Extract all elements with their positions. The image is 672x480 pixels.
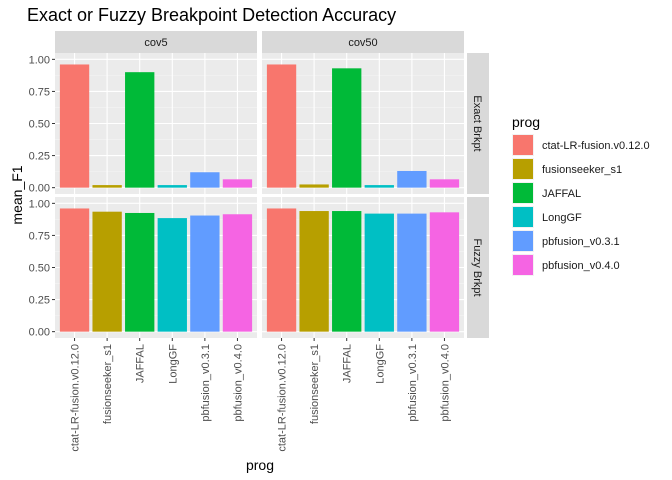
bar-ctat-LR-fusion.v0.12.0 [59,208,90,332]
bar-ctat-LR-fusion.v0.12.0 [266,208,297,332]
facet-label-cov5: cov5 [144,37,167,49]
bar-LongGF [364,213,394,332]
legend-title: prog [512,114,540,130]
legend-swatch-JAFFAL [513,183,533,203]
legend-label-pbfusion_v0.3.1: pbfusion_v0.3.1 [542,236,620,248]
legend-swatch-pbfusion_v0.4.0 [513,255,533,275]
bar-fusionseeker_s1 [92,185,122,188]
bar-pbfusion_v0.4.0 [222,179,253,188]
y-tick-label: 0.75 [29,86,50,98]
bar-pbfusion_v0.3.1 [397,170,427,188]
y-tick-label: 0.50 [29,263,50,275]
x-tick-label: ctat-LR-fusion.v0.12.0 [70,344,82,452]
bar-pbfusion_v0.4.0 [429,179,460,188]
facet-strip-fuzzy-brkpt [467,197,489,338]
bar-fusionseeker_s1 [299,184,329,188]
legend-swatch-fusionseeker_s1 [513,159,533,179]
bar-ctat-LR-fusion.v0.12.0 [59,64,90,188]
panel-cov50-fuzzy-brkpt: ctat-LR-fusion.v0.12.0 fusionseeker_s1 JAF… [262,197,464,452]
x-tick-label: JAFFAL [135,344,147,383]
x-axis-title: prog [246,457,274,473]
facet-strip-cov50 [262,31,464,53]
x-tick-label: fusionseeker_s1 [102,344,114,424]
bar-pbfusion_v0.3.1 [190,215,220,332]
facet-label-cov50: cov50 [348,37,377,49]
legend-swatch-ctat-LR-fusion.v0.12.0 [513,135,533,155]
bar-JAFFAL [125,212,155,332]
legend-label-LongGF: LongGF [542,212,582,224]
bar-JAFFAL [332,68,362,188]
bar-LongGF [364,185,394,188]
legend: prog ctat-LR-fusion.v0.12.0 fusionseeker_… [512,114,650,276]
bar-fusionseeker_s1 [92,211,122,332]
panel-cov5-fuzzy-brkpt: 0.00 0.25 0.50 0.75 1.00 ctat-LR-fusion.v0.12… [29,197,257,452]
legend-label-pbfusion_v0.4.0: pbfusion_v0.4.0 [542,260,620,272]
bar-pbfusion_v0.3.1 [190,172,220,188]
bar-pbfusion_v0.4.0 [222,214,253,332]
bar-JAFFAL [332,211,362,332]
y-axis-title: mean_F1 [9,165,25,224]
panel-cov50-exact-brkpt [262,53,464,194]
y-tick-label: 0.75 [29,230,50,242]
bar-fusionseeker_s1 [299,211,329,332]
x-tick-label: pbfusion_v0.3.1 [407,344,419,422]
x-tick-label: pbfusion_v0.4.0 [439,344,451,422]
facet-label-exact-brkpt: Exact Brkpt [471,95,483,151]
bar-LongGF [157,218,187,332]
y-tick-label: 1.00 [29,54,50,66]
legend-label-fusionseeker_s1: fusionseeker_s1 [542,164,622,176]
x-tick-label: LongGF [167,344,179,384]
x-tick-label: JAFFAL [342,344,354,383]
facet-label-fuzzy-brkpt: Fuzzy Brkpt [471,238,483,296]
y-tick-label: 0.25 [29,151,50,163]
y-tick-label: 0.25 [29,295,50,307]
facet-strip-exact-brkpt [467,53,489,194]
y-tick-label: 0.50 [29,119,50,131]
facet-strip-cov5 [55,31,257,53]
bar-LongGF [157,185,187,188]
chart-title: Exact or Fuzzy Breakpoint Detection Accu… [27,5,396,25]
legend-label-ctat-LR-fusion.v0.12.0: ctat-LR-fusion.v0.12.0 [542,140,650,152]
x-tick-label: pbfusion_v0.4.0 [232,344,244,422]
y-tick-label: 1.00 [29,198,50,210]
legend-swatch-pbfusion_v0.3.1 [513,231,533,251]
legend-swatch-LongGF [513,207,533,227]
x-tick-label: pbfusion_v0.3.1 [200,344,212,422]
legend-label-JAFFAL: JAFFAL [542,188,581,200]
x-tick-label: ctat-LR-fusion.v0.12.0 [277,344,289,452]
y-tick-label: 0.00 [29,183,50,195]
panel-cov5-exact-brkpt: 0.00 0.25 0.50 0.75 1.00 [29,53,257,195]
bar-ctat-LR-fusion.v0.12.0 [266,64,297,188]
bar-pbfusion_v0.3.1 [397,213,427,332]
x-tick-label: fusionseeker_s1 [309,344,321,424]
y-tick-label: 0.00 [29,327,50,339]
bar-JAFFAL [125,72,155,188]
x-tick-label: LongGF [374,344,386,384]
bar-pbfusion_v0.4.0 [429,212,460,332]
